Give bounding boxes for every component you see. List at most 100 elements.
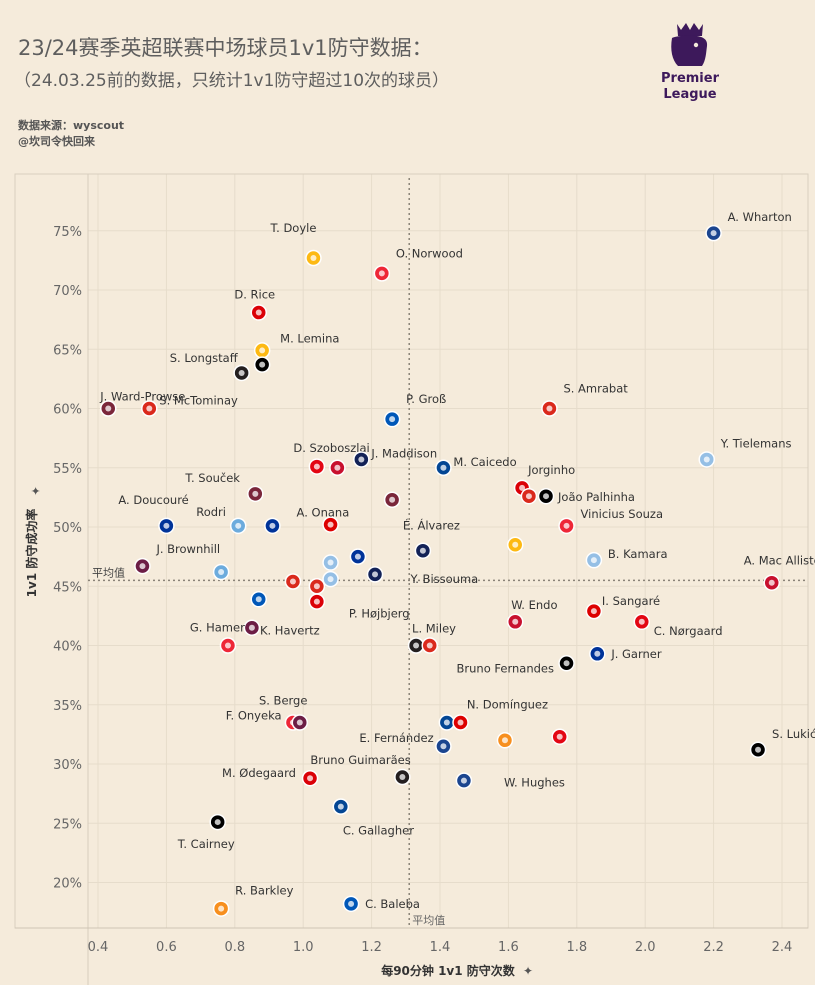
team-badge-icon [563,660,570,667]
team-badge-icon [307,775,314,782]
point-label: A. Doucouré [118,493,188,507]
team-badge-icon [512,618,519,625]
data-point: A. Wharton [705,210,792,242]
team-badge-icon [399,774,406,781]
y-tick-label: 60% [53,403,82,418]
team-badge-icon [296,719,303,726]
data-point [452,714,469,731]
point-label: Bruno Guimarães [310,753,410,767]
point-label: A. Mac Allister [744,554,815,568]
team-badge-icon [440,743,447,750]
team-badge-icon [710,230,717,237]
data-point [349,548,367,565]
y-tick-label: 50% [53,521,82,536]
point-label: Y. Bissouma [410,572,479,586]
average-x-label: 平均值 [412,914,445,927]
team-badge-icon [105,405,112,412]
team-badge-icon [313,463,320,470]
team-badge-icon [163,522,170,529]
average-lines: 平均值 平均值 [88,178,808,928]
data-point: F. Onyeka [226,709,309,731]
point-label: M. Caicedo [453,455,516,469]
data-point [308,578,326,595]
point-label: S. Amrabat [563,382,628,396]
team-badge-icon [218,569,225,576]
data-point: D. Szoboszlai [293,441,370,476]
team-badge-icon [590,557,597,564]
data-point: O. Norwood [373,246,463,282]
team-badge-icon [348,900,355,907]
team-badge-icon [546,405,553,412]
data-point [366,566,384,583]
team-badge-icon [457,719,464,726]
point-label: J. Maddison [370,446,437,460]
data-point: T. Souček [184,471,264,503]
point-label: S. Berge [259,694,307,708]
point-label: N. Domínguez [467,698,548,712]
y-tick-label: 20% [53,877,82,892]
team-badge-icon [563,522,570,529]
team-badge-icon [512,541,519,548]
point-label: W. Endo [511,598,557,612]
data-point: M. Lemina [253,331,339,359]
pin-icon[interactable]: ✦ [523,964,533,978]
data-point: T. Doyle [269,221,322,267]
data-point [253,356,271,373]
data-point: P. Højbjerg [308,593,410,621]
y-axis-title: 1v1 防守成功率 [24,509,39,598]
point-label: A. Onana [297,506,350,520]
data-point: S. Lukić [749,727,815,759]
data-point: S. McTominay [141,394,238,417]
team-badge-icon [638,618,645,625]
team-badge-icon [327,559,334,566]
data-point: M. Ødegaard [222,766,319,787]
team-badge-icon [358,456,365,463]
team-badge-icon [543,493,550,500]
data-point: S. Longstaff [170,351,250,382]
point-label: C. Gallagher [343,824,414,838]
data-point: S. Amrabat [541,382,628,417]
x-tick-label: 1.8 [566,940,587,955]
data-point: T. Cairney [177,813,235,851]
data-point: A. Mac Allister [744,554,815,591]
team-badge-icon [389,496,396,503]
data-point: M. Caicedo [435,455,517,476]
point-label: F. Onyeka [226,709,282,723]
data-point [383,491,401,508]
data-point: W. Endo [506,598,558,631]
point-label: G. Hamer [190,621,245,635]
team-badge-icon [768,579,775,586]
team-badge-icon [525,493,532,500]
x-tick-label: 1.0 [293,940,314,955]
point-label: T. Cairney [177,837,235,851]
data-point [284,573,302,590]
point-label: M. Ødegaard [222,766,296,780]
team-badge-icon [238,369,245,376]
team-badge-icon [755,746,762,753]
point-label: J. Brownhill [155,542,220,556]
team-badge-icon [426,642,433,649]
point-label: C. Nørgaard [654,624,723,638]
data-point [308,458,326,475]
premier-league-logo: Premier League [661,23,720,102]
pin-icon[interactable]: ✦ [29,486,43,496]
point-label: S. Lukić [772,727,815,741]
team-badge-icon [327,576,334,583]
team-badge-icon [419,547,426,554]
data-point: W. Hughes [455,772,565,790]
point-label: P. Højbjerg [349,607,410,621]
team-badge-icon [337,803,344,810]
x-tick-label: 1.6 [498,940,519,955]
team-badge-icon [259,361,266,368]
data-point: J. Maddison [353,446,437,468]
page-title: 23/24赛季英超联赛中场球员1v1防守数据： [18,36,433,60]
team-badge-icon [556,733,563,740]
data-point: G. Hamer [190,619,261,636]
data-point [506,536,524,554]
data-point: P. Groß [383,392,446,428]
team-badge-icon [146,405,153,412]
team-badge-icon [313,598,320,605]
point-label: J. Ward-Prowse [99,390,185,404]
data-point: A. Doucouré [118,493,189,535]
